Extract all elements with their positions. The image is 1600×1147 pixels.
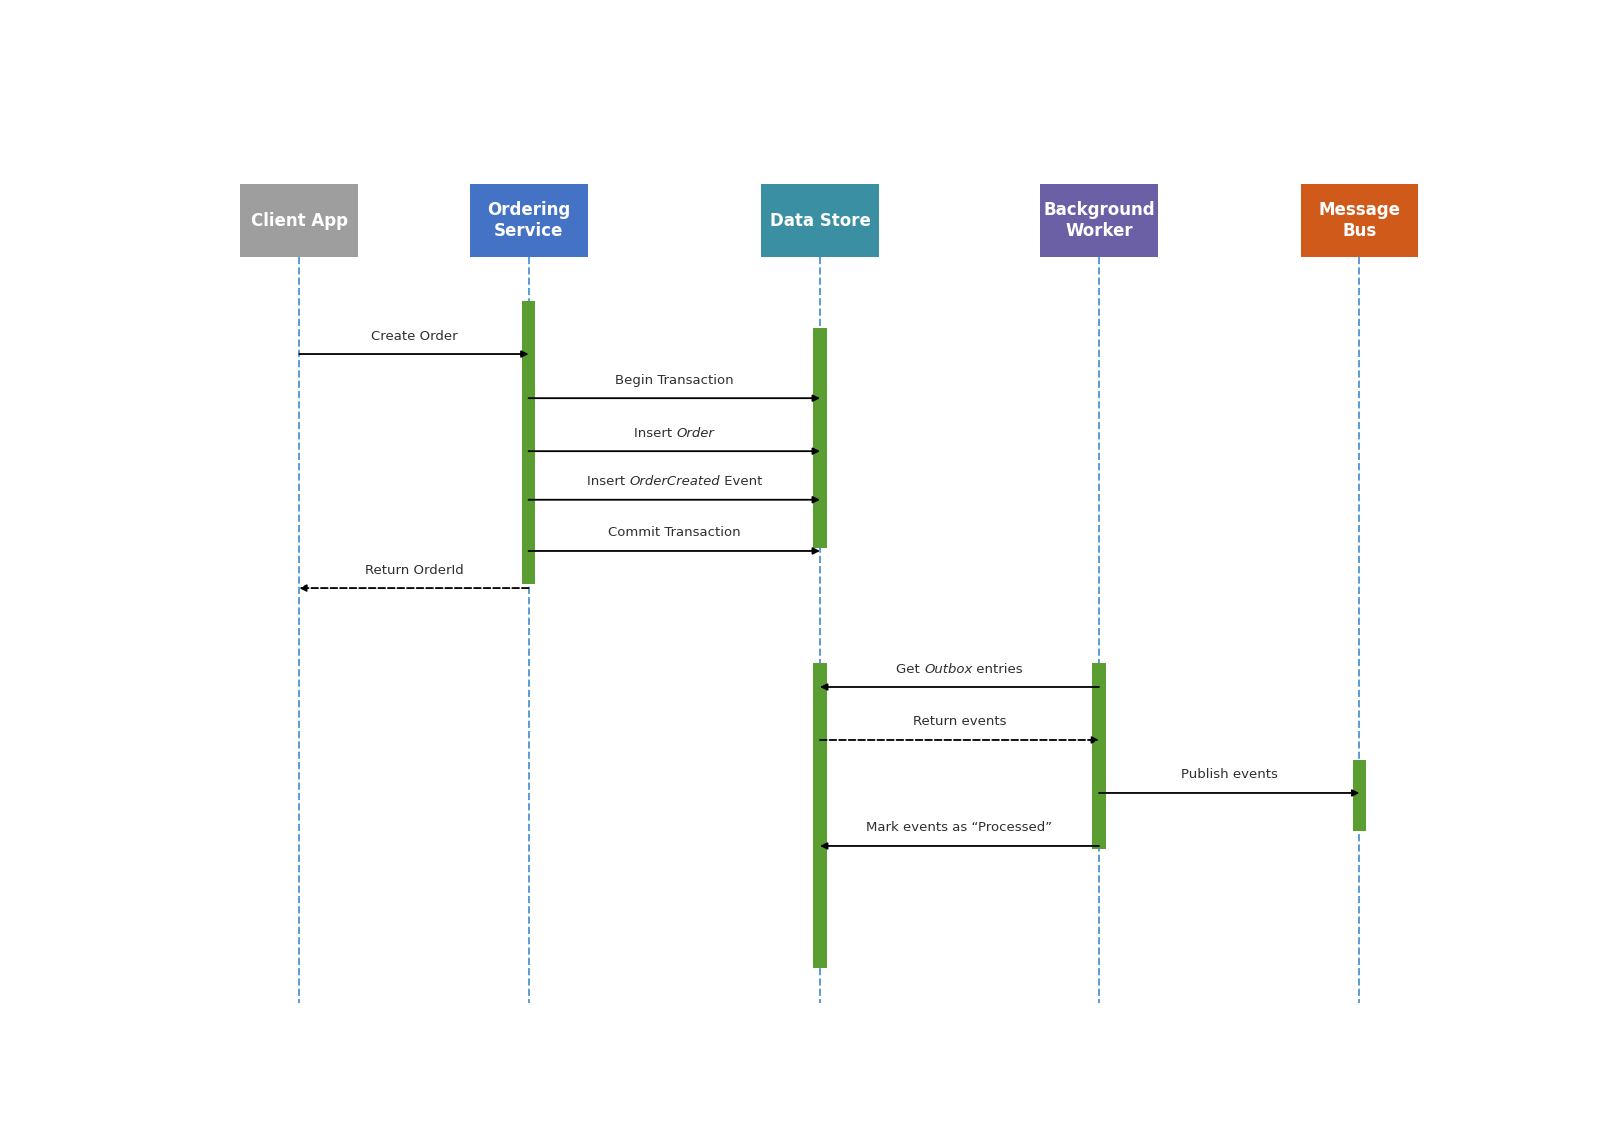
Text: Return OrderId: Return OrderId — [365, 563, 464, 577]
FancyBboxPatch shape — [240, 185, 358, 257]
Text: Client App: Client App — [251, 212, 347, 229]
Text: entries: entries — [973, 663, 1022, 676]
Text: Order: Order — [677, 427, 715, 439]
Text: Publish events: Publish events — [1181, 768, 1278, 781]
Text: OrderCreated: OrderCreated — [629, 475, 720, 489]
Text: Insert: Insert — [587, 475, 629, 489]
Text: Create Order: Create Order — [371, 329, 458, 343]
FancyBboxPatch shape — [1352, 760, 1366, 830]
Text: Commit Transaction: Commit Transaction — [608, 526, 741, 539]
FancyBboxPatch shape — [1040, 185, 1158, 257]
Text: Background
Worker: Background Worker — [1043, 201, 1155, 240]
FancyBboxPatch shape — [813, 663, 827, 968]
Text: Data Store: Data Store — [770, 212, 870, 229]
FancyBboxPatch shape — [762, 185, 878, 257]
Text: Mark events as “Processed”: Mark events as “Processed” — [867, 821, 1053, 835]
FancyBboxPatch shape — [522, 301, 536, 584]
FancyBboxPatch shape — [813, 328, 827, 548]
Text: Ordering
Service: Ordering Service — [486, 201, 570, 240]
Text: Return events: Return events — [912, 716, 1006, 728]
FancyBboxPatch shape — [1301, 185, 1418, 257]
Text: Message
Bus: Message Bus — [1318, 201, 1400, 240]
Text: Outbox: Outbox — [925, 663, 973, 676]
Text: Get: Get — [896, 663, 925, 676]
Text: Event: Event — [720, 475, 762, 489]
Text: Insert: Insert — [634, 427, 677, 439]
FancyBboxPatch shape — [1093, 663, 1106, 849]
Text: Begin Transaction: Begin Transaction — [614, 374, 734, 387]
FancyBboxPatch shape — [470, 185, 587, 257]
